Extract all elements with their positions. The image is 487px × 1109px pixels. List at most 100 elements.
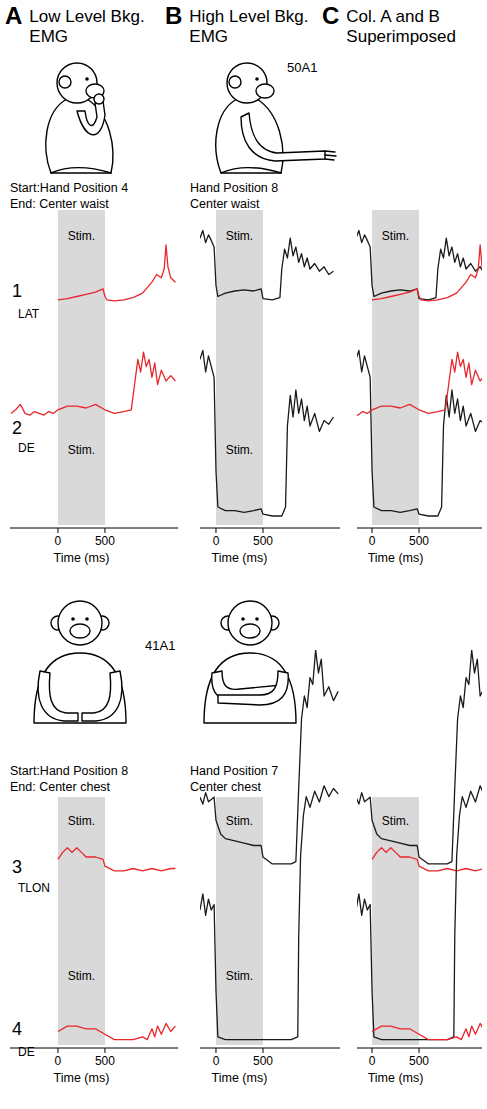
- x-tick: [419, 528, 420, 533]
- emg-trace: [200, 786, 338, 1040]
- trace-group: [11, 352, 176, 415]
- monkey-head: [228, 601, 272, 645]
- case-end: End: Center waist: [10, 197, 109, 211]
- muscle-label: DE: [18, 1045, 35, 1059]
- emg-trace: [200, 350, 333, 516]
- monkey-drawing: [216, 63, 336, 173]
- trace-group: [200, 650, 338, 864]
- monkey-drawing: [46, 63, 113, 173]
- emg-trace: [58, 1023, 176, 1039]
- case-high-end: Center chest: [190, 780, 261, 794]
- column-title: Col. A and BSuperimposed: [346, 7, 456, 46]
- x-axis-title: Time (ms): [54, 1071, 110, 1085]
- x-tick-label: 500: [95, 534, 115, 548]
- stim-shade: [216, 890, 263, 1045]
- stim-shade: [216, 340, 263, 525]
- stim-label: Stim.: [68, 969, 95, 983]
- emg-trace: [11, 352, 176, 415]
- emg-trace: [58, 848, 176, 871]
- monkey-muzzle: [70, 624, 90, 638]
- emg-trace: [372, 245, 482, 301]
- stim-label: Stim.: [226, 229, 253, 243]
- emg-trace: [357, 650, 482, 864]
- case-id: 50A1: [287, 60, 317, 75]
- monkey-drawing: [204, 601, 296, 723]
- x-tick: [104, 528, 105, 533]
- x-axis-title: Time (ms): [212, 551, 268, 565]
- monkey-arm: [241, 113, 325, 161]
- x-axis-title: Time (ms): [368, 551, 424, 565]
- trace-group: [58, 848, 176, 871]
- panel-letter: A: [5, 2, 22, 29]
- stim-shade: [372, 797, 419, 890]
- monkey-body: [46, 99, 113, 173]
- stim-shade: [58, 340, 105, 525]
- emg-trace: [200, 650, 338, 864]
- stim-shade: [372, 890, 419, 1045]
- monkey-eye: [241, 617, 245, 621]
- column-title-line: EMG: [29, 27, 68, 46]
- stim-shade: [58, 890, 105, 1045]
- emg-trace: [357, 352, 482, 415]
- monkey-drawing: [34, 601, 126, 723]
- stim-shade: [216, 797, 263, 890]
- muscle-label: TLON: [18, 881, 50, 895]
- stim-label: Stim.: [382, 814, 409, 828]
- case-high-end: Center waist: [190, 197, 260, 211]
- stim-label: Stim.: [382, 229, 409, 243]
- monkey-eye: [255, 617, 259, 621]
- monkey-eye: [71, 617, 75, 621]
- stim-label: Stim.: [68, 443, 95, 457]
- trace-group: [357, 350, 482, 516]
- x-axis-title: Time (ms): [54, 551, 110, 565]
- stim-shade: [58, 210, 105, 340]
- trace-group: [357, 231, 482, 301]
- trace-group: [200, 786, 338, 1040]
- stim-shade: [372, 340, 419, 525]
- stim-shade: [216, 210, 263, 340]
- x-tick: [419, 1048, 420, 1053]
- case-start: Start:Hand Position 4: [10, 181, 128, 195]
- monkey-muzzle: [240, 624, 260, 638]
- trace-group: [58, 1023, 176, 1039]
- case-high-start: Hand Position 7: [190, 764, 278, 778]
- x-tick: [372, 1048, 373, 1053]
- emg-trace: [357, 786, 482, 1040]
- case-start: Start:Hand Position 8: [10, 764, 128, 778]
- monkey-head: [58, 601, 102, 645]
- muscle-label: LAT: [18, 307, 40, 321]
- x-tick: [262, 1048, 263, 1053]
- monkey-eye: [85, 77, 89, 81]
- x-tick: [57, 1048, 58, 1053]
- x-axis: [10, 528, 178, 529]
- stim-label: Stim.: [226, 969, 253, 983]
- monkey-eye: [85, 617, 89, 621]
- x-tick-label: 0: [369, 1054, 376, 1068]
- stim-shade: [58, 797, 105, 890]
- monkey-muzzle: [256, 84, 274, 98]
- x-tick-label: 0: [369, 534, 376, 548]
- x-tick: [372, 528, 373, 533]
- row-number: 3: [12, 857, 22, 877]
- row-number: 2: [12, 418, 22, 438]
- emg-trace: [372, 1023, 482, 1039]
- stim-label: Stim.: [226, 814, 253, 828]
- stim-label: Stim.: [68, 229, 95, 243]
- case-id: 41A1: [145, 638, 175, 653]
- x-tick-label: 500: [409, 1054, 429, 1068]
- column-title-line: Low Level Bkg.: [29, 7, 144, 26]
- muscle-label: DE: [18, 441, 35, 455]
- x-axis-title: Time (ms): [212, 1071, 268, 1085]
- panel-letter: B: [165, 2, 182, 29]
- monkey-arm: [38, 671, 78, 721]
- row-number: 4: [12, 1019, 22, 1039]
- column-title-line: Superimposed: [346, 27, 456, 46]
- monkey-arm: [82, 671, 122, 721]
- x-tick-label: 500: [253, 534, 273, 548]
- monkey-leg: [51, 168, 111, 173]
- figure: ALow Level Bkg.EMGBHigh Level Bkg.EMGCCo…: [0, 0, 487, 1109]
- x-tick: [262, 528, 263, 533]
- monkey-ear: [229, 76, 241, 88]
- monkey-eye: [255, 77, 259, 81]
- x-tick-label: 0: [55, 534, 62, 548]
